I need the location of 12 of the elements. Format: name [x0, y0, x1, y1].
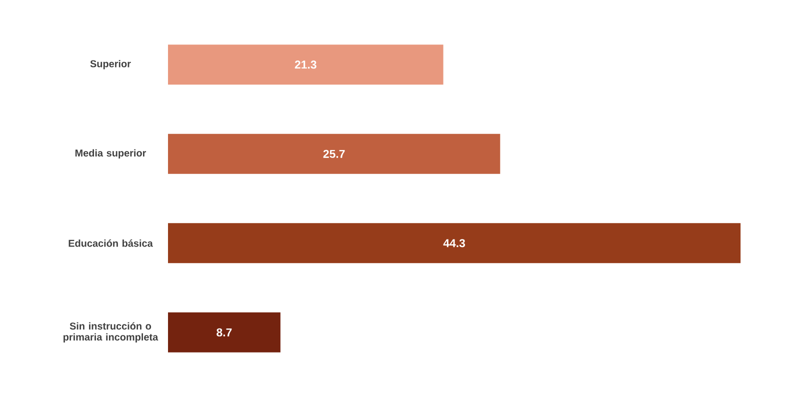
data-label: 8.7	[216, 328, 232, 336]
data-label: 21.3	[294, 60, 316, 69]
y-tick-label: Educación básica	[68, 239, 153, 247]
data-label: 44.3	[443, 239, 466, 248]
bar	[168, 44, 444, 85]
bar	[168, 134, 500, 174]
bar	[168, 312, 280, 352]
bar	[168, 223, 741, 264]
y-tick-label: Sin instrucción o primaria incompleta	[64, 322, 158, 343]
y-tick-label: Superior	[90, 60, 131, 70]
y-tick-label: Media superior	[75, 149, 146, 159]
data-label: 25.7	[323, 150, 345, 158]
